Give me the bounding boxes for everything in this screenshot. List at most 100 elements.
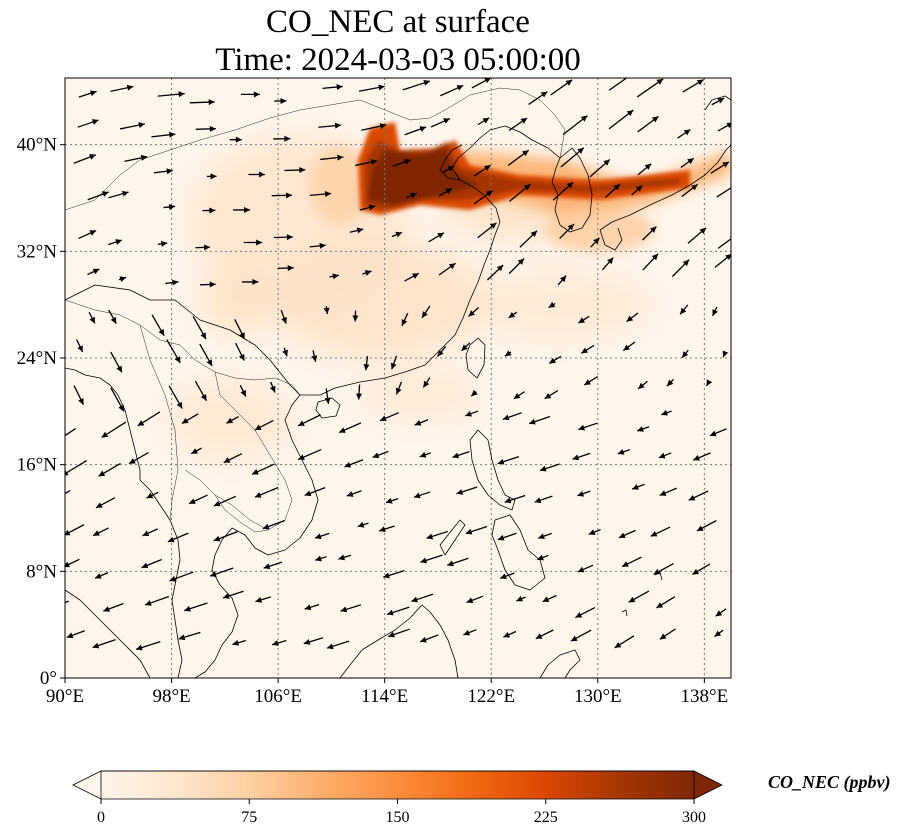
latitude-axis: 0° 8°N 16°N 24°N 32°N 40°N — [17, 135, 65, 689]
wind-arrow — [422, 377, 431, 388]
wind-arrow — [411, 593, 434, 603]
plot-title-line1: CO_NEC at surface — [266, 4, 530, 40]
wind-arrow — [413, 491, 431, 499]
wind-arrow — [666, 378, 674, 387]
wind-arrow — [570, 629, 592, 642]
wind-arrow — [352, 310, 359, 322]
wind-arrow — [711, 97, 725, 106]
wind-arrow — [642, 253, 659, 271]
wind-arrow — [269, 381, 276, 393]
wind-arrow — [722, 350, 729, 358]
wind-arrow — [141, 558, 162, 569]
lon-tick-label: 106°E — [254, 686, 302, 707]
wind-arrow — [385, 497, 399, 504]
wind-arrow — [372, 450, 389, 459]
colorbar-min-extension — [72, 770, 102, 800]
luzon-coast — [469, 429, 516, 511]
wind-arrow — [168, 385, 183, 409]
wind-arrow — [388, 628, 411, 638]
visayas-mindanao-coast — [491, 514, 546, 591]
wind-arrow — [271, 192, 293, 199]
wind-arrow — [537, 532, 552, 540]
hokkaido-coast — [704, 95, 731, 111]
wind-arrow — [438, 187, 453, 197]
wind-arrow — [361, 123, 387, 131]
wind-arrow — [240, 91, 260, 98]
wind-arrow — [223, 453, 243, 464]
wind-arrow — [442, 165, 455, 173]
wind-arrow — [324, 388, 331, 404]
wind-arrow — [471, 78, 492, 89]
wind-arrow — [604, 183, 621, 198]
wind-arrow — [119, 122, 146, 130]
wind-arrow — [714, 253, 731, 268]
wind-arrow — [137, 411, 161, 427]
wind-arrow — [349, 227, 364, 234]
wind-arrow — [428, 232, 445, 243]
wind-arrow — [516, 595, 526, 602]
wind-arrow — [560, 147, 585, 168]
wind-arrow — [195, 244, 211, 251]
colorbar-tick-label: 225 — [534, 809, 558, 826]
wind-arrow — [379, 412, 400, 422]
colorbar-gradient — [101, 771, 694, 799]
wind-arrow — [550, 79, 573, 96]
wind-arrow — [304, 486, 326, 497]
wind-arrow — [421, 305, 431, 319]
wind-arrow — [118, 276, 127, 283]
wind-arrow — [542, 594, 557, 603]
wind-arrow — [101, 421, 127, 439]
wind-arrow — [274, 97, 287, 104]
hainan-coast — [315, 397, 341, 419]
wind-arrow — [680, 157, 695, 168]
wind-arrow — [419, 451, 431, 458]
wind-arrow — [404, 272, 420, 282]
wind-arrow — [273, 135, 291, 142]
wind-arrow — [537, 554, 549, 561]
wind-arrow — [108, 190, 129, 199]
wind-arrow — [66, 630, 85, 639]
wind-arrow — [304, 604, 320, 611]
taiwan-coast — [465, 337, 486, 379]
wind-arrow — [229, 136, 242, 143]
wind-arrow — [146, 491, 159, 499]
colorbar-label: CO_NEC (ppbv) — [768, 772, 891, 792]
wind-arrow — [202, 207, 216, 214]
wind-arrow — [618, 529, 636, 539]
wind-arrow — [322, 84, 343, 90]
wind-arrow — [391, 231, 403, 238]
wind-arrow — [153, 168, 173, 175]
wind-arrow — [303, 637, 324, 645]
wind-arrow — [477, 222, 497, 239]
wind-arrow — [577, 490, 591, 497]
colorbar-tick-label: 300 — [682, 809, 706, 826]
wind-arrow — [226, 415, 239, 424]
wind-arrow — [163, 203, 176, 210]
wind-arrow — [390, 355, 398, 370]
wind-arrow — [395, 381, 403, 395]
wind-arrow — [658, 452, 672, 459]
wind-arrow — [642, 226, 657, 241]
wind-arrow — [436, 346, 447, 357]
wind-arrow — [508, 258, 525, 275]
bay-of-bengal-coast — [65, 367, 141, 480]
wind-arrow — [326, 640, 350, 650]
wind-arrow — [440, 84, 464, 97]
wind-arrow — [508, 183, 531, 202]
wind-arrow — [87, 268, 100, 276]
wind-arrow — [687, 227, 707, 244]
wind-arrow — [681, 349, 689, 359]
wind-arrow — [504, 494, 526, 504]
wind-arrow — [473, 164, 492, 177]
wind-arrow — [465, 410, 479, 417]
lon-tick-label: 114°E — [361, 686, 408, 707]
wind-arrow — [165, 279, 179, 286]
lon-tick-label: 138°E — [681, 686, 729, 707]
wind-arrow — [346, 490, 362, 497]
indochina-coast — [194, 394, 319, 678]
wind-arrow — [650, 526, 671, 537]
mainland-coastline — [65, 125, 561, 396]
wind-arrow — [65, 524, 85, 536]
coastlines — [65, 95, 731, 678]
